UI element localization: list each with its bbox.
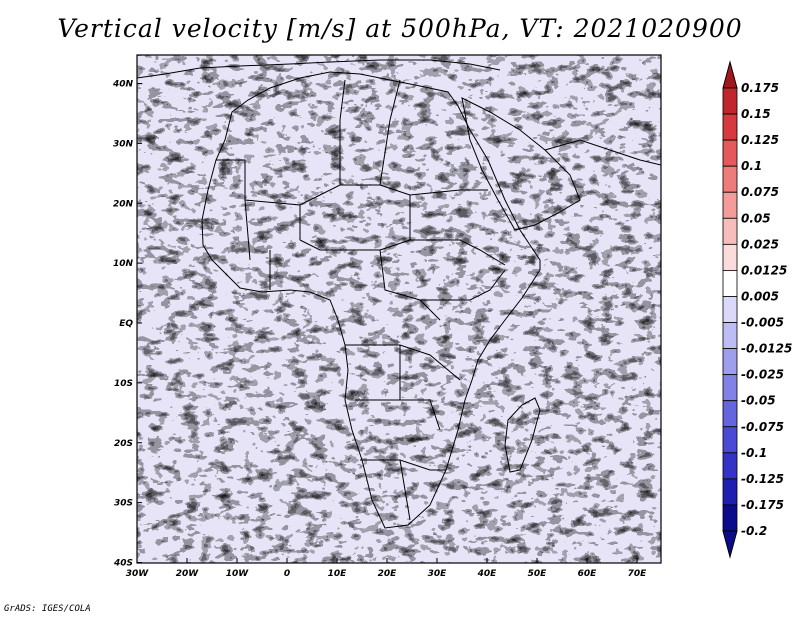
lon-label: 70E [628, 569, 648, 579]
lat-label: 10S [114, 379, 133, 389]
colorbar-box [722, 400, 738, 428]
colorbar-box [722, 348, 738, 376]
colorbar-box [722, 87, 738, 115]
colorbar-box [722, 217, 738, 245]
colorbar-label: -0.0125 [741, 342, 792, 356]
lon-label: 10W [226, 569, 250, 579]
colorbar-label: 0.05 [741, 211, 771, 225]
colorbar-label: 0.15 [741, 107, 771, 121]
colorbar-label: 0.0125 [741, 263, 787, 277]
colorbar-label: -0.075 [741, 420, 784, 434]
lon-label: 0 [284, 569, 290, 579]
lon-label: 30E [428, 569, 448, 579]
colorbar-label: 0.125 [741, 133, 779, 147]
colorbar-box [722, 296, 738, 323]
madagascar [504, 397, 541, 473]
colorbar-label: -0.005 [741, 316, 784, 330]
lat-label: 40S [113, 559, 133, 569]
lat-label: 30N [113, 139, 134, 149]
coastlines-borders [137, 59, 661, 529]
colorbar-box [722, 478, 738, 506]
lat-label: EQ [119, 319, 133, 329]
colorbar-label: 0.1 [741, 159, 762, 173]
colorbar-box [722, 374, 738, 402]
southern-europe [137, 59, 501, 79]
lat-label: 40N [112, 80, 134, 90]
lon-label: 50E [528, 569, 548, 579]
colorbar-label: -0.1 [741, 446, 767, 460]
colorbar: 0.175 0.15 0.125 0.1 0.075 0.05 0.025 0.0125 0.0… [722, 60, 792, 559]
colorbar-label: -0.125 [741, 472, 784, 486]
colorbar-box [722, 243, 738, 271]
colorbar-label: 0.175 [741, 81, 779, 95]
lon-label: 60E [578, 569, 598, 579]
colorbar-cap-top [722, 60, 738, 89]
lon-label: 10E [328, 569, 348, 579]
colorbar-box [722, 426, 738, 454]
colorbar-cap-bottom [722, 530, 738, 559]
lat-label: 10N [113, 259, 134, 269]
map-title: Vertical velocity [m/s] at 500hPa, VT: 2… [57, 14, 743, 43]
velocity-field [137, 55, 661, 563]
colorbar-label: -0.025 [741, 368, 784, 382]
colorbar-box [722, 504, 738, 532]
colorbar-box [722, 139, 738, 167]
arabian-peninsula [461, 97, 581, 231]
colorbar-box [722, 270, 738, 297]
colorbar-label: 0.075 [741, 185, 779, 199]
plot-frame [136, 54, 662, 564]
colorbar-box [722, 322, 738, 349]
grads-credit: GrADS: IGES/COLA [4, 604, 91, 614]
lon-label: 40E [477, 569, 498, 579]
colorbar-label: 0.025 [741, 237, 779, 251]
lat-label: 30S [114, 499, 133, 509]
colorbar-box [722, 113, 738, 141]
latitude-axis: 40N 30N 20N 10N EQ 10S 20S 30S 40S [112, 80, 142, 569]
colorbar-label: -0.2 [741, 524, 767, 538]
longitude-axis: 30W 20W 10W 0 10E 20E 30E 40E 50E 60E 70E [126, 558, 647, 579]
colorbar-box [722, 165, 738, 193]
colorbar-label: -0.05 [741, 394, 776, 408]
colorbar-label: -0.175 [741, 498, 784, 512]
iran-coast [544, 139, 661, 166]
lon-label: 20E [378, 569, 398, 579]
lat-label: 20S [114, 439, 133, 449]
lat-label: 20N [113, 199, 134, 209]
colorbar-label: 0.005 [741, 289, 779, 303]
colorbar-box [722, 191, 738, 219]
lon-label: 20W [176, 569, 200, 579]
lon-label: 30W [126, 569, 150, 579]
colorbar-box [722, 452, 738, 480]
